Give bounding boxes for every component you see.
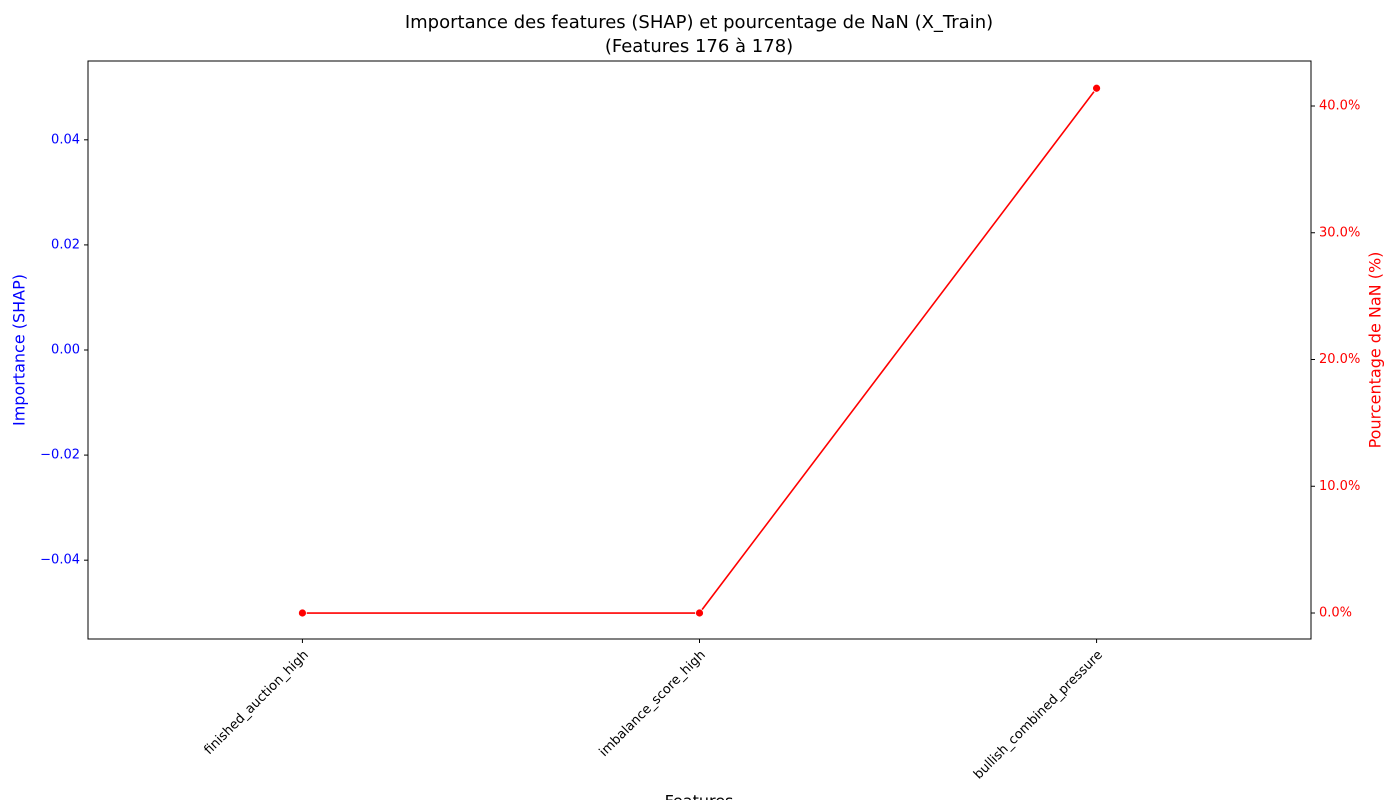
point (1092, 83, 1101, 93)
y2-axis-label: Pourcentage de NaN (%) (1366, 252, 1385, 449)
y-tick-label: −0.04 (40, 553, 80, 568)
x-tick-label: finished_auction_high (201, 648, 311, 758)
y-tick-label: −0.02 (40, 448, 80, 463)
point (298, 608, 307, 618)
point (695, 608, 704, 618)
x-tick-label: imbalance_score_high (597, 648, 709, 760)
chart-subtitle: (Features 176 à 178) (605, 36, 793, 57)
y-tick-label: 0.02 (51, 237, 80, 252)
x-axis-label: Features (665, 792, 734, 800)
y2-tick-label: 30.0% (1319, 225, 1360, 240)
y-tick-label: 0.04 (51, 132, 80, 147)
y2-tick-label: 20.0% (1319, 352, 1360, 367)
y-axis-label: Importance (SHAP) (10, 274, 29, 426)
line (302, 87, 1098, 614)
y2-tick-label: 40.0% (1319, 98, 1360, 113)
chart-title: Importance des features (SHAP) et pource… (405, 12, 993, 33)
x-tick-label: bullish_combined_pressure (971, 648, 1106, 783)
y-tick-label: 0.00 (51, 343, 80, 358)
y2-tick-label: 0.0% (1319, 606, 1352, 621)
plot-frame (87, 60, 1312, 640)
y2-tick-label: 10.0% (1319, 479, 1360, 494)
